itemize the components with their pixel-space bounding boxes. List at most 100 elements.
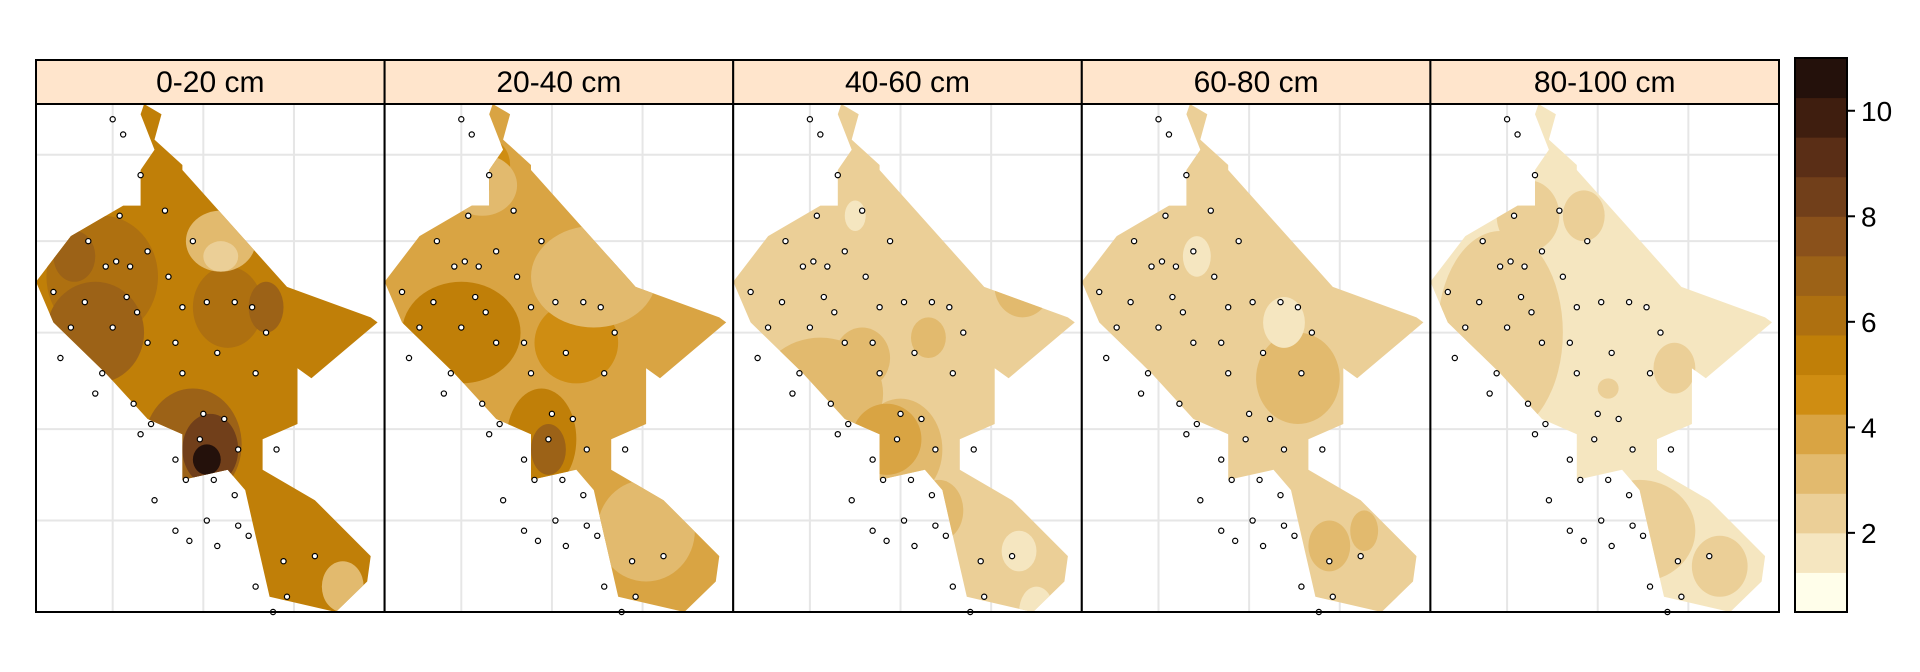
- sample-point: [1503, 116, 1511, 123]
- sample-point: [137, 431, 144, 438]
- sample-point: [942, 532, 950, 540]
- sample-point: [949, 583, 957, 590]
- sample-point: [527, 304, 535, 311]
- sample-point: [1103, 354, 1110, 362]
- sample-point: [879, 476, 887, 484]
- sample-point: [430, 298, 437, 306]
- sample-point: [1162, 212, 1169, 219]
- strip-label-1: 0-20 cm: [156, 66, 264, 99]
- sample-point: [1462, 324, 1469, 331]
- sample-point: [165, 273, 172, 280]
- sample-point: [1144, 370, 1152, 377]
- sample-point: [405, 354, 413, 362]
- sample-point: [583, 446, 590, 453]
- contour-region: [1263, 297, 1305, 348]
- sample-point: [824, 263, 831, 270]
- sample-point: [280, 558, 287, 565]
- panel-3: 40-60 cm: [732, 59, 1083, 616]
- sample-point: [1326, 558, 1333, 565]
- sample-point: [1608, 542, 1615, 550]
- sample-point: [980, 593, 988, 600]
- sample-point: [189, 237, 197, 245]
- sample-point: [970, 446, 977, 453]
- colorkey-tick-label-3: 6: [1861, 307, 1877, 338]
- sample-point: [594, 532, 601, 540]
- sample-point: [196, 436, 204, 443]
- colorkey-swatch-1: [1795, 572, 1847, 613]
- sample-point: [1249, 517, 1256, 524]
- sample-point: [172, 339, 179, 346]
- sample-point: [1538, 339, 1546, 346]
- sample-point: [845, 420, 852, 428]
- contour-region: [1182, 236, 1211, 277]
- sample-point: [1577, 476, 1584, 484]
- strip-label-2: 20-40 cm: [496, 66, 621, 99]
- sample-point: [862, 273, 869, 280]
- sample-point: [311, 552, 319, 560]
- sample-point: [1277, 491, 1284, 499]
- sample-point: [123, 293, 130, 301]
- sample-point: [179, 304, 186, 311]
- sample-point: [1155, 324, 1162, 331]
- sample-point: [57, 354, 64, 362]
- colorkey-swatch-4: [1795, 453, 1847, 494]
- sample-point: [1308, 329, 1316, 336]
- sample-point: [92, 390, 99, 397]
- sample-point: [1667, 446, 1675, 453]
- sample-point: [858, 207, 866, 214]
- sample-point: [116, 212, 123, 219]
- sample-point: [126, 263, 134, 270]
- strip-4: [1080, 59, 1432, 105]
- colorkey-swatch-6: [1795, 374, 1847, 415]
- sample-point: [918, 415, 925, 423]
- sample-point: [262, 329, 270, 336]
- sample-point: [231, 298, 238, 306]
- sample-point: [451, 263, 458, 270]
- sample-point: [1486, 390, 1493, 397]
- sample-point: [1291, 532, 1298, 540]
- contour-region: [192, 266, 263, 348]
- sample-point: [1566, 339, 1574, 346]
- sample-point: [552, 298, 559, 306]
- strip-2: [383, 59, 735, 105]
- sample-point: [928, 491, 936, 499]
- sample-point: [1528, 309, 1535, 316]
- sample-point: [1510, 212, 1518, 219]
- sample-point: [144, 339, 151, 346]
- sample-point: [1245, 410, 1253, 418]
- sample-point: [1169, 293, 1176, 301]
- sample-point: [1678, 593, 1685, 600]
- sample-point: [1172, 263, 1180, 270]
- sample-point: [1625, 491, 1633, 499]
- sample-point: [1225, 304, 1232, 311]
- sample-point: [468, 131, 475, 138]
- sample-point: [133, 309, 141, 316]
- sample-point: [754, 354, 761, 362]
- contour-region: [1350, 510, 1379, 552]
- sample-point: [527, 370, 535, 377]
- sample-point: [231, 491, 238, 499]
- colorkey-swatch-10: [1795, 216, 1847, 257]
- contour-region: [1597, 378, 1619, 399]
- sample-point: [273, 446, 280, 453]
- sample-point: [1559, 273, 1567, 280]
- sample-point: [1235, 237, 1242, 245]
- sample-point: [949, 370, 957, 377]
- sample-point: [900, 298, 908, 306]
- sample-point: [1165, 131, 1173, 138]
- sample-point: [1598, 517, 1605, 524]
- sample-point: [67, 324, 75, 331]
- sample-point: [252, 583, 259, 590]
- sample-point: [50, 288, 57, 296]
- contour-region: [192, 444, 221, 475]
- sample-point: [806, 116, 814, 123]
- sample-point: [1629, 446, 1636, 453]
- sample-point: [1566, 456, 1574, 463]
- sample-point: [611, 329, 618, 336]
- colorkey-swatch-2: [1795, 532, 1847, 573]
- sample-point: [552, 517, 559, 524]
- colorkey: 2 4 6 8 10: [1794, 57, 1892, 613]
- sample-point: [900, 517, 908, 524]
- contour-regions-1: [46, 210, 364, 612]
- sample-point: [221, 415, 228, 423]
